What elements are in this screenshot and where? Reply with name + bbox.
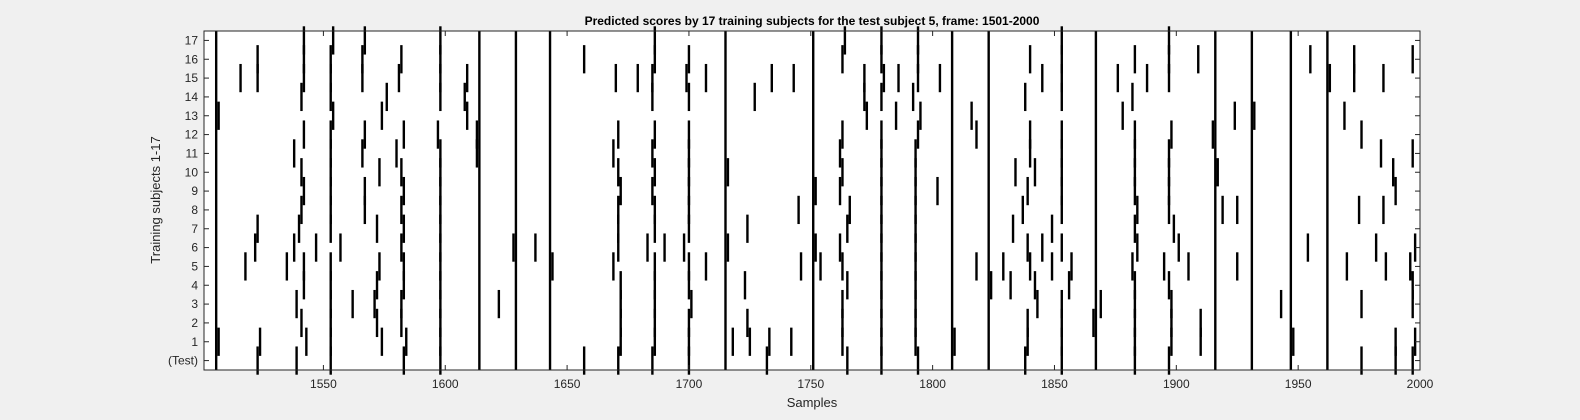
y-tick-label: 3 bbox=[191, 297, 198, 311]
y-tick-label: 17 bbox=[185, 33, 199, 47]
x-tick-label: 1800 bbox=[919, 377, 946, 391]
y-tick-label: 13 bbox=[185, 109, 199, 123]
y-tick-label: 9 bbox=[191, 184, 198, 198]
y-axis-label: Training subjects 1-17 bbox=[148, 136, 163, 263]
y-tick-label: 4 bbox=[191, 278, 198, 292]
y-tick-label: 2 bbox=[191, 316, 198, 330]
x-tick-label: 1750 bbox=[797, 377, 824, 391]
y-tick-label: 6 bbox=[191, 241, 198, 255]
chart-title: Predicted scores by 17 training subjects… bbox=[585, 14, 1040, 28]
x-axis: 1550 1600 1650 1700 1750 1800 1850 1900 1950 2000 bbox=[310, 31, 1434, 391]
x-tick-label: 1850 bbox=[1041, 377, 1068, 391]
plot-area bbox=[204, 31, 1420, 370]
y-tick-label: 16 bbox=[185, 52, 199, 66]
y-tick-label: 7 bbox=[191, 222, 198, 236]
y-tick-label: 14 bbox=[185, 90, 199, 104]
y-tick-label: 15 bbox=[185, 71, 199, 85]
x-tick-label: 1600 bbox=[432, 377, 459, 391]
x-tick-label: 1950 bbox=[1285, 377, 1312, 391]
y-tick-label: (Test) bbox=[168, 354, 198, 368]
y-tick-label: 5 bbox=[191, 259, 198, 273]
y-tick-label: 11 bbox=[186, 146, 199, 160]
x-axis-label: Samples bbox=[787, 395, 838, 410]
y-tick-label: 8 bbox=[191, 203, 198, 217]
x-tick-label: 1700 bbox=[676, 377, 703, 391]
y-tick-label: 1 bbox=[191, 335, 198, 349]
x-tick-label: 2000 bbox=[1407, 377, 1434, 391]
plot-frame bbox=[203, 30, 1421, 371]
x-tick-label: 1900 bbox=[1163, 377, 1190, 391]
y-tick-label: 12 bbox=[185, 128, 199, 142]
x-tick-label: 1550 bbox=[310, 377, 337, 391]
x-tick-label: 1650 bbox=[554, 377, 581, 391]
y-tick-label: 10 bbox=[185, 165, 199, 179]
